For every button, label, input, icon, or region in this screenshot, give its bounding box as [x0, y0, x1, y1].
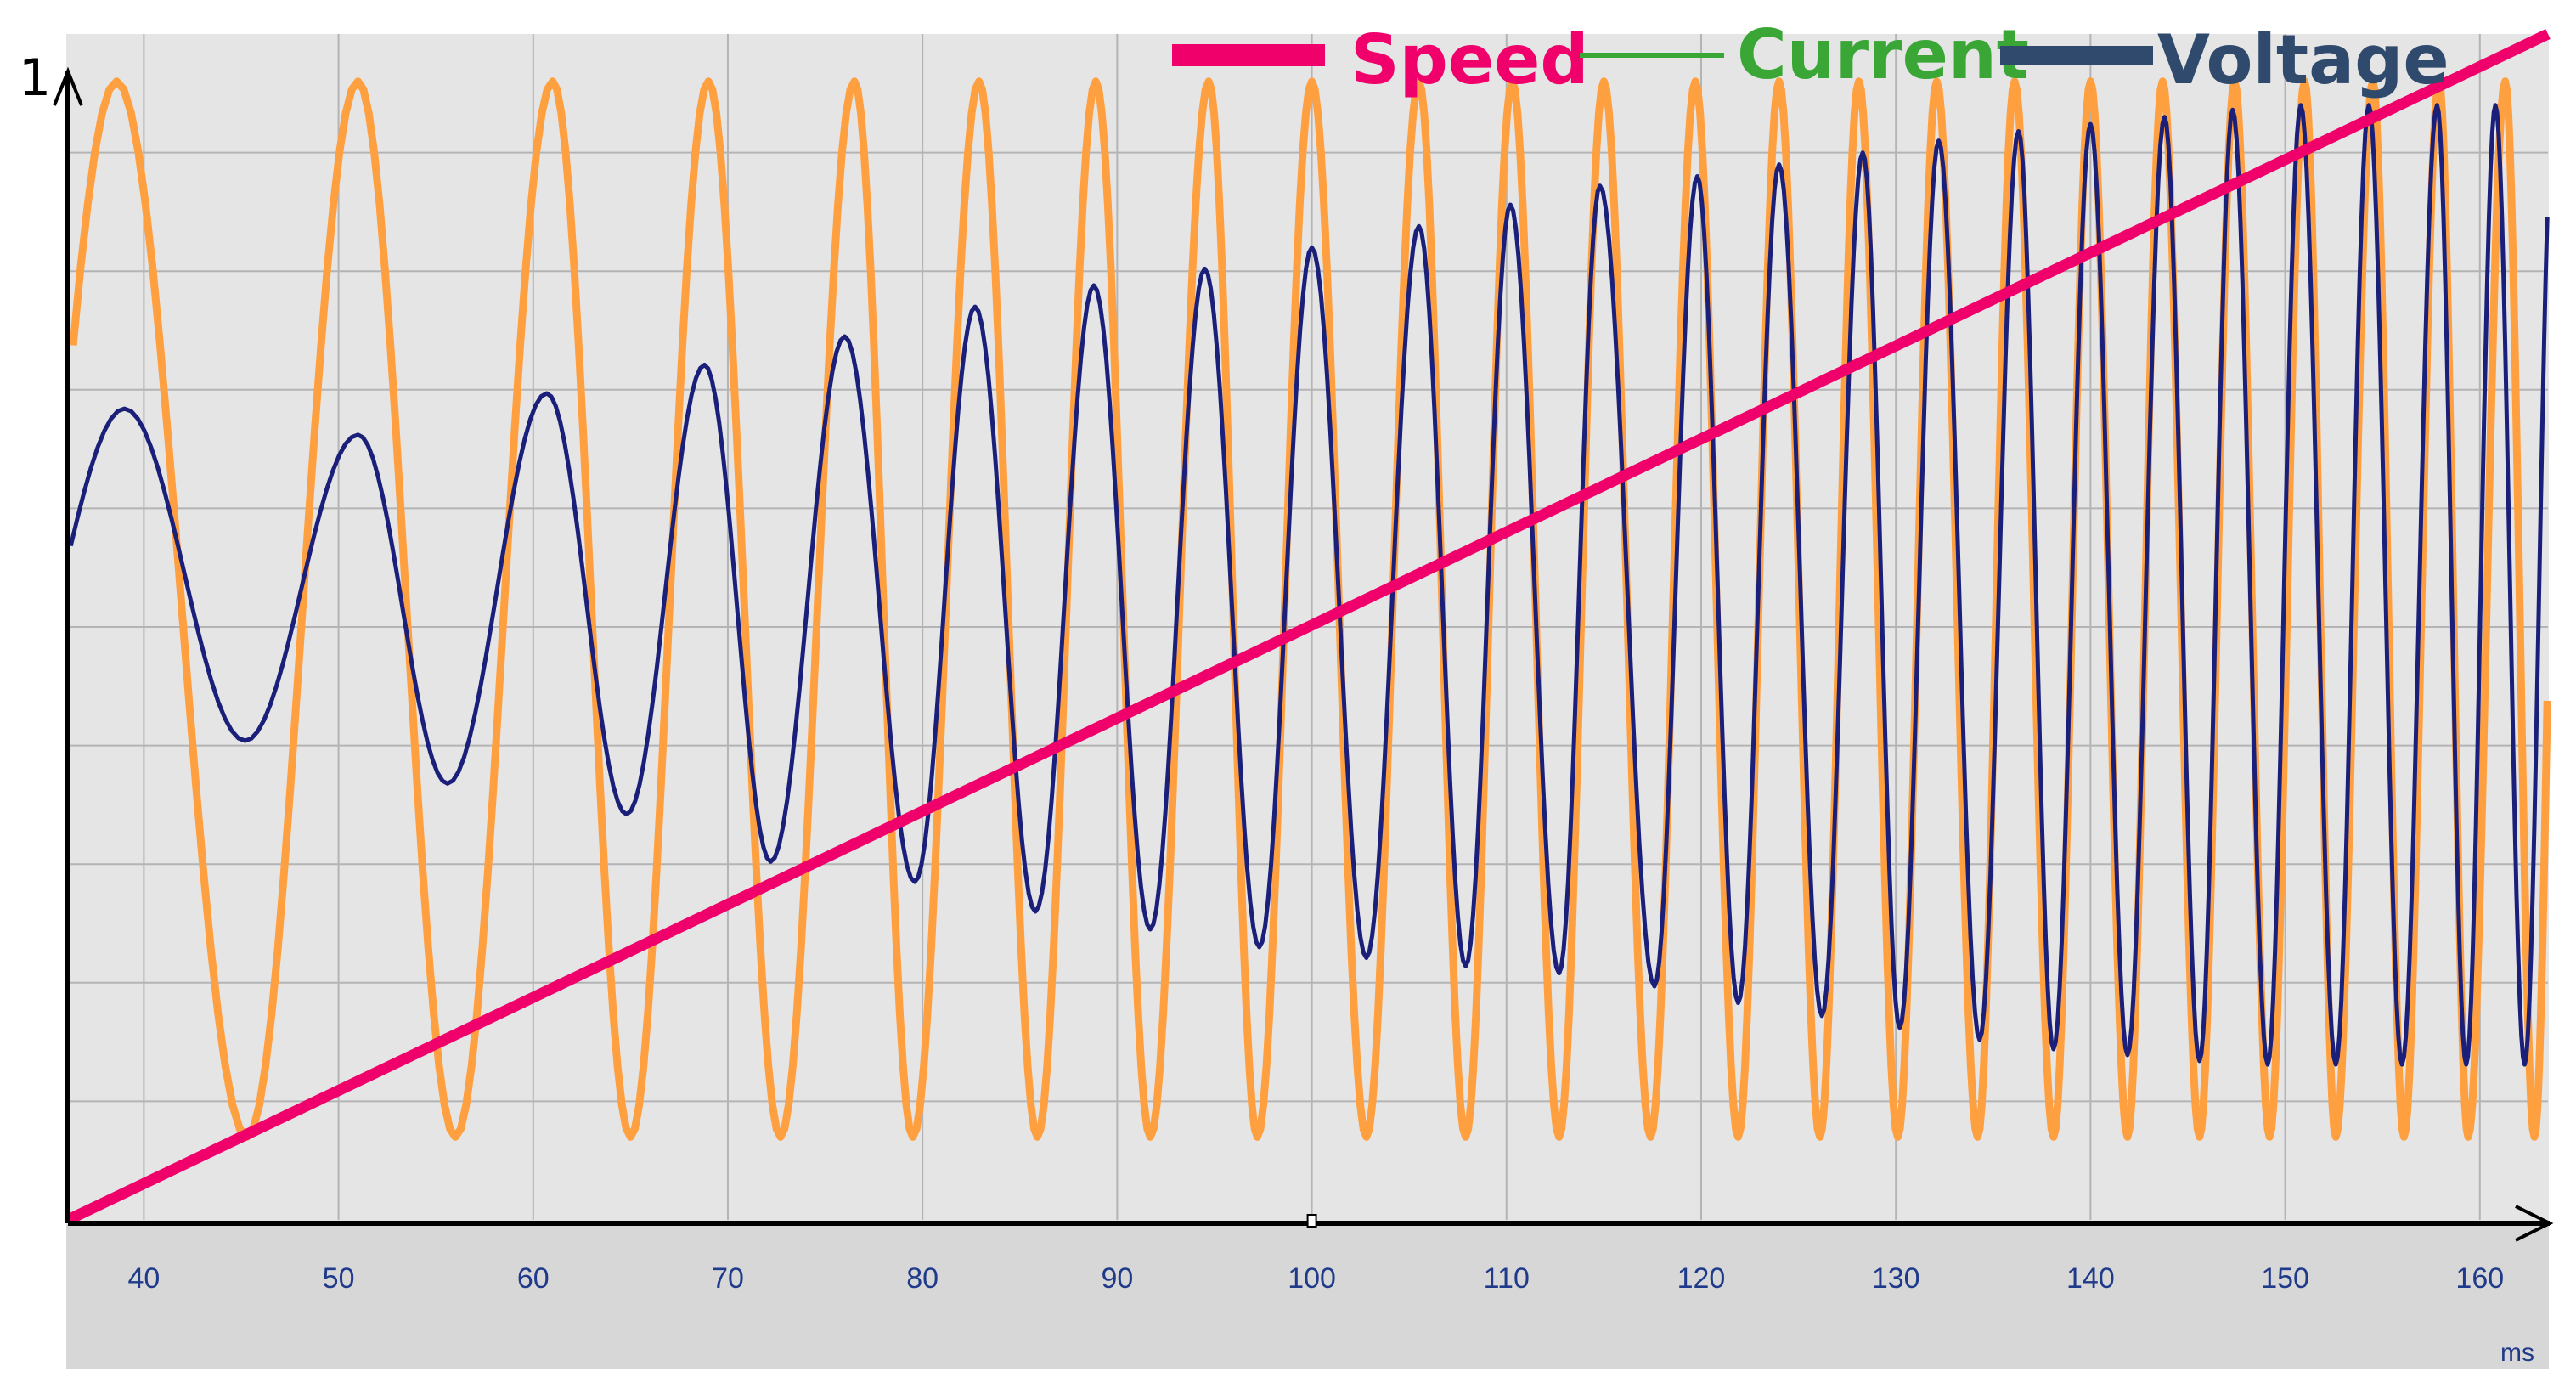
x-tick-label: 160 — [2455, 1262, 2504, 1295]
grid — [68, 34, 2548, 1220]
x-tick-label: 100 — [1288, 1262, 1336, 1295]
legend: Speed Current Voltage — [1172, 15, 2449, 99]
x-tick-label: 110 — [1484, 1262, 1530, 1295]
x-ticks: 40 50 60 70 80 90 100 110 120 130 140 150 160 — [127, 1214, 2504, 1295]
legend-swatch-speed — [1172, 44, 1325, 66]
legend-swatch-current — [1580, 53, 1724, 58]
series-line-current — [68, 103, 2550, 1067]
y-axis-arrow — [53, 66, 83, 106]
series-layer — [65, 29, 2551, 1225]
x-tick-label: 70 — [712, 1262, 744, 1295]
series-line-speed — [65, 29, 2551, 1225]
x-tick-label: 120 — [1677, 1262, 1726, 1295]
x-tick-label: 60 — [517, 1262, 550, 1295]
legend-label-voltage: Voltage — [2157, 20, 2449, 99]
legend-label-speed: Speed — [1350, 20, 1589, 99]
y-axis-label: 1 — [19, 48, 51, 108]
x-tick-label: 50 — [323, 1262, 355, 1295]
legend-label-current: Current — [1737, 15, 2029, 94]
x-tick-label: 140 — [2066, 1262, 2115, 1295]
x-tick-label: 80 — [906, 1262, 939, 1295]
x-axis-arrow — [2515, 1205, 2554, 1242]
x-tick-label: 40 — [127, 1262, 160, 1295]
x-tick-label: 90 — [1101, 1262, 1133, 1295]
legend-swatch-voltage — [2000, 46, 2153, 65]
x-unit-label: ms — [2500, 1339, 2534, 1367]
x-cursor-marker — [1306, 1214, 1317, 1228]
x-tick-label: 130 — [1872, 1262, 1920, 1295]
x-tick-label: 150 — [2261, 1262, 2309, 1295]
x-axis-band — [66, 1225, 2549, 1369]
